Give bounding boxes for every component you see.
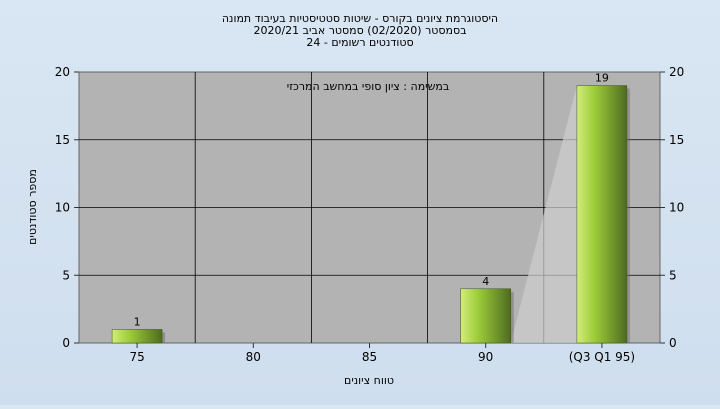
bar-(Q3 Q1 95) bbox=[576, 85, 628, 344]
y-tick-label-left: 10 bbox=[55, 201, 70, 215]
y-tick-label-right: 5 bbox=[669, 268, 677, 282]
chart-title-line-2: בסמסטר (02/2020) סמסטר אביב 2020/21 bbox=[253, 24, 466, 37]
y-tick-label-left: 5 bbox=[62, 268, 70, 282]
chart-title: היסטוגרמת ציונים בקורס - שיטות סטטיסטיות… bbox=[222, 12, 498, 49]
x-tick-label: (Q3 Q1 95) bbox=[569, 350, 635, 364]
bar-shadow-wedge bbox=[510, 85, 577, 344]
x-tick-label: 75 bbox=[129, 350, 144, 364]
x-tick-label: 90 bbox=[478, 350, 493, 364]
bar-90 bbox=[460, 288, 511, 344]
chart-annotation: במשימה : ציון סופי במחשב המרכזי bbox=[287, 80, 450, 93]
data-label: 4 bbox=[482, 275, 489, 288]
bar-75 bbox=[111, 329, 163, 344]
y-tick-label-left: 0 bbox=[62, 336, 70, 350]
y-tick-label-left: 20 bbox=[55, 65, 70, 79]
x-axis-label: טווח ציונים bbox=[344, 374, 394, 387]
data-labels: 1 4 19 bbox=[134, 72, 609, 329]
data-label: 1 bbox=[134, 315, 141, 328]
x-axis: 75 80 85 90 (Q3 Q1 95) bbox=[129, 343, 635, 364]
y-axis-left: 0 5 10 15 20 bbox=[55, 65, 79, 350]
y-tick-label-right: 15 bbox=[669, 133, 684, 147]
y-tick-label-right: 20 bbox=[669, 65, 684, 79]
y-axis-label: מספר סטודנטים bbox=[26, 169, 39, 245]
x-tick-label: 80 bbox=[246, 350, 261, 364]
y-tick-label-right: 10 bbox=[669, 201, 684, 215]
data-label: 19 bbox=[595, 72, 609, 85]
chart-title-line-3: סטודנטים רשומים - 24 bbox=[306, 36, 413, 49]
y-axis-right: 0 5 10 15 20 bbox=[660, 65, 684, 350]
y-tick-label-left: 15 bbox=[55, 133, 70, 147]
y-tick-label-right: 0 bbox=[669, 336, 677, 350]
bars bbox=[111, 85, 630, 344]
chart-title-line-1: היסטוגרמת ציונים בקורס - שיטות סטטיסטיות… bbox=[222, 12, 498, 25]
x-tick-label: 85 bbox=[362, 350, 377, 364]
